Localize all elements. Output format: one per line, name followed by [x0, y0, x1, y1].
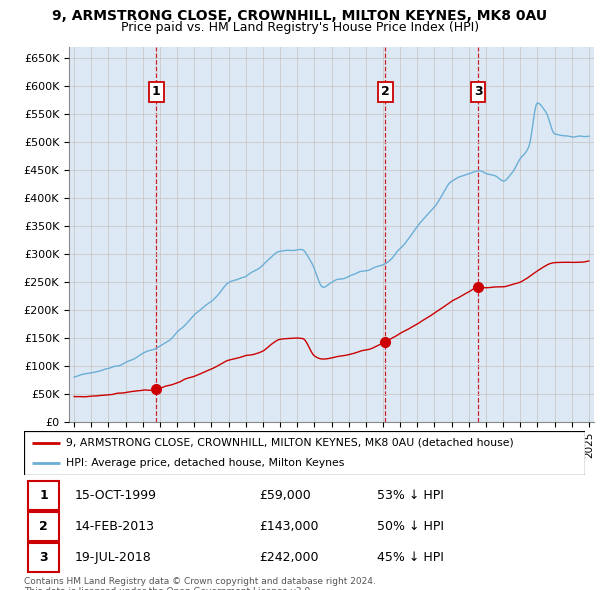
Text: 9, ARMSTRONG CLOSE, CROWNHILL, MILTON KEYNES, MK8 0AU (detached house): 9, ARMSTRONG CLOSE, CROWNHILL, MILTON KE…	[66, 438, 514, 448]
FancyBboxPatch shape	[28, 543, 59, 572]
Text: HPI: Average price, detached house, Milton Keynes: HPI: Average price, detached house, Milt…	[66, 458, 344, 468]
Text: £143,000: £143,000	[260, 520, 319, 533]
Text: 50% ↓ HPI: 50% ↓ HPI	[377, 520, 445, 533]
Text: 45% ↓ HPI: 45% ↓ HPI	[377, 551, 445, 564]
Text: Contains HM Land Registry data © Crown copyright and database right 2024.
This d: Contains HM Land Registry data © Crown c…	[24, 577, 376, 590]
Text: £59,000: £59,000	[260, 489, 311, 502]
Text: 1: 1	[152, 86, 161, 99]
FancyBboxPatch shape	[24, 431, 585, 475]
Text: 3: 3	[474, 86, 482, 99]
Text: 15-OCT-1999: 15-OCT-1999	[74, 489, 157, 502]
FancyBboxPatch shape	[28, 512, 59, 541]
Text: 2: 2	[39, 520, 48, 533]
Text: 14-FEB-2013: 14-FEB-2013	[74, 520, 154, 533]
Text: 2: 2	[380, 86, 389, 99]
Text: 53% ↓ HPI: 53% ↓ HPI	[377, 489, 445, 502]
Text: 9, ARMSTRONG CLOSE, CROWNHILL, MILTON KEYNES, MK8 0AU: 9, ARMSTRONG CLOSE, CROWNHILL, MILTON KE…	[52, 9, 548, 23]
Text: £242,000: £242,000	[260, 551, 319, 564]
FancyBboxPatch shape	[28, 481, 59, 510]
Text: 19-JUL-2018: 19-JUL-2018	[74, 551, 151, 564]
Text: 1: 1	[39, 489, 48, 502]
Text: Price paid vs. HM Land Registry's House Price Index (HPI): Price paid vs. HM Land Registry's House …	[121, 21, 479, 34]
Text: 3: 3	[40, 551, 48, 564]
